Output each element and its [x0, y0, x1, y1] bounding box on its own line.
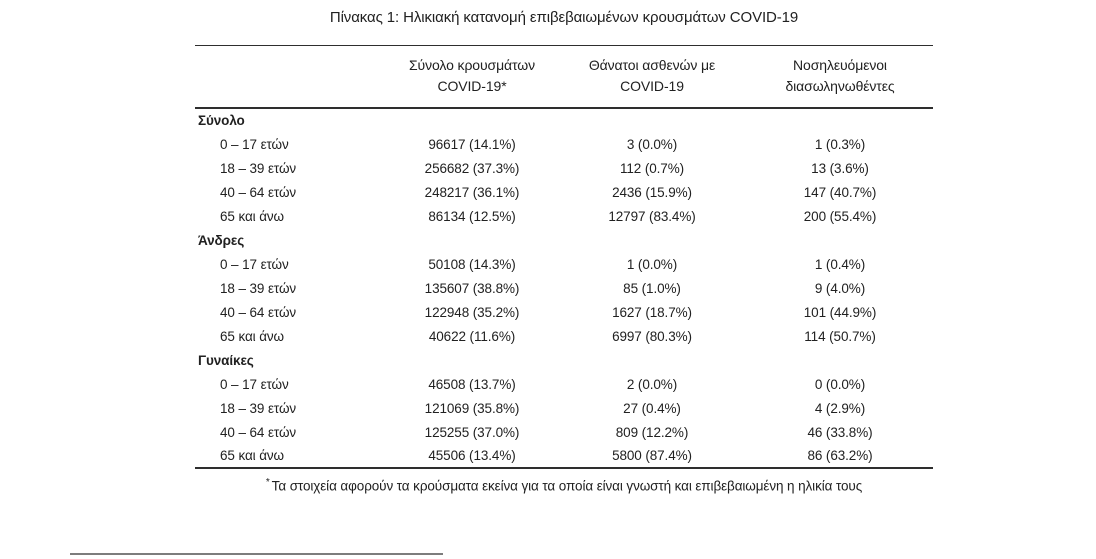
- col-header-intubated-line2: διασωληνωθέντες: [785, 78, 895, 94]
- col-header-cases: Σύνολο κρουσμάτων COVID-19*: [387, 45, 557, 109]
- age-group-cell: 0 – 17 ετών: [220, 256, 289, 272]
- deaths-cell: 5800 (87.4%): [557, 444, 747, 469]
- cases-cell: 96617 (14.1%): [428, 136, 516, 152]
- col-header-deaths-line2: COVID-19: [620, 78, 684, 94]
- section-row-women: Γυναίκες: [195, 348, 933, 372]
- col-header-deaths-line1: Θάνατοι ασθενών με: [588, 57, 716, 73]
- table-title: Πίνακας 1: Ηλικιακή κατανομή επιβεβαιωμέ…: [329, 9, 799, 26]
- section-label-men: Άνδρες: [198, 232, 245, 248]
- cases-cell: 122948 (35.2%): [424, 304, 520, 320]
- footnote-marker: *: [265, 477, 270, 488]
- age-group-cell: 40 – 64 ετών: [220, 424, 297, 440]
- empty-cell: [557, 228, 747, 252]
- empty-cell: [387, 108, 557, 132]
- table-row: 0 – 17 ετών 46508 (13.7%) 2 (0.0%) 0 (0.…: [195, 372, 933, 396]
- age-group-cell: 65 και άνω: [195, 444, 387, 469]
- section-row-men: Άνδρες: [195, 228, 933, 252]
- intubated-cell: 147 (40.7%): [803, 184, 877, 200]
- cases-cell: 50108 (14.3%): [428, 256, 516, 272]
- cases-cell: 135607 (38.8%): [424, 280, 520, 296]
- intubated-cell: 13 (3.6%): [811, 160, 869, 176]
- table-row: 40 – 64 ετών 122948 (35.2%) 1627 (18.7%)…: [195, 300, 933, 324]
- section-label-total: Σύνολο: [198, 113, 245, 128]
- intubated-cell: 114 (50.7%): [804, 328, 876, 344]
- col-header-cases-line1: Σύνολο κρουσμάτων: [408, 57, 536, 73]
- empty-cell: [747, 228, 933, 252]
- intubated-cell: 1 (0.4%): [814, 256, 866, 272]
- deaths-cell: 112 (0.7%): [619, 160, 685, 176]
- age-group-cell: 65 και άνω: [220, 208, 285, 224]
- intubated-cell: 9 (4.0%): [814, 280, 866, 296]
- cases-cell: 40622 (11.6%): [428, 328, 516, 344]
- intubated-cell: 86 (63.2%): [747, 444, 933, 469]
- deaths-cell: 12797 (83.4%): [608, 208, 696, 224]
- table-row: 18 – 39 ετών 121069 (35.8%) 27 (0.4%) 4 …: [195, 396, 933, 420]
- col-header-cases-line2: COVID-19*: [437, 78, 507, 94]
- deaths-cell: 809 (12.2%): [615, 424, 689, 440]
- deaths-cell: 2 (0.0%): [626, 376, 678, 392]
- deaths-cell: 27 (0.4%): [623, 400, 681, 416]
- age-group-cell: 0 – 17 ετών: [220, 376, 289, 392]
- footnote-separator-line: [70, 553, 443, 555]
- age-group-cell: 0 – 17 ετών: [220, 136, 289, 152]
- empty-cell: [557, 348, 747, 372]
- empty-cell: [557, 108, 747, 132]
- cases-cell: 248217 (36.1%): [424, 184, 520, 200]
- empty-cell: [747, 348, 933, 372]
- section-row-total: Σύνολο: [195, 108, 933, 132]
- cases-cell: 256682 (37.3%): [424, 160, 520, 176]
- covid-age-distribution-table: Σύνολο κρουσμάτων COVID-19* Θάνατοι ασθε…: [195, 45, 933, 469]
- cases-cell: 121069 (35.8%): [424, 400, 520, 416]
- deaths-cell: 6997 (80.3%): [612, 328, 692, 344]
- col-header-deaths: Θάνατοι ασθενών με COVID-19: [557, 45, 747, 109]
- table-footnote: * Τα στοιχεία αφορούν τα κρούσματα εκείνα…: [195, 477, 933, 494]
- age-group-cell: 65 και άνω: [220, 328, 285, 344]
- empty-header-cell: [195, 45, 387, 109]
- table-row: 65 και άνω 40622 (11.6%) 6997 (80.3%) 11…: [195, 324, 933, 348]
- table-row: 65 και άνω 45506 (13.4%) 5800 (87.4%) 86…: [195, 444, 933, 469]
- cases-cell: 46508 (13.7%): [428, 376, 516, 392]
- intubated-cell: 46 (33.8%): [807, 424, 873, 440]
- section-label-women: Γυναίκες: [198, 352, 254, 368]
- age-group-cell: 18 – 39 ετών: [220, 400, 297, 416]
- intubated-cell: 101 (44.9%): [803, 304, 877, 320]
- cases-cell: 125255 (37.0%): [424, 424, 520, 440]
- deaths-cell: 3 (0.0%): [626, 136, 678, 152]
- empty-cell: [747, 108, 933, 132]
- deaths-cell: 2436 (15.9%): [612, 184, 692, 200]
- table-row: 18 – 39 ετών 256682 (37.3%) 112 (0.7%) 1…: [195, 156, 933, 180]
- header-row: Σύνολο κρουσμάτων COVID-19* Θάνατοι ασθε…: [195, 45, 933, 109]
- table-row: 0 – 17 ετών 50108 (14.3%) 1 (0.0%) 1 (0.…: [195, 252, 933, 276]
- intubated-cell: 4 (2.9%): [814, 400, 866, 416]
- deaths-cell: 1627 (18.7%): [612, 304, 692, 320]
- age-group-cell: 18 – 39 ετών: [220, 280, 297, 296]
- age-group-cell: 18 – 39 ετών: [220, 160, 297, 176]
- intubated-cell: 200 (55.4%): [803, 208, 877, 224]
- table-row: 40 – 64 ετών 248217 (36.1%) 2436 (15.9%)…: [195, 180, 933, 204]
- age-group-cell: 40 – 64 ετών: [220, 184, 297, 200]
- deaths-cell: 85 (1.0%): [623, 280, 681, 296]
- intubated-cell: 1 (0.3%): [814, 136, 866, 152]
- empty-cell: [387, 348, 557, 372]
- table-row: 65 και άνω 86134 (12.5%) 12797 (83.4%) 2…: [195, 204, 933, 228]
- table-row: 40 – 64 ετών 125255 (37.0%) 809 (12.2%) …: [195, 420, 933, 444]
- intubated-cell: 0 (0.0%): [814, 376, 866, 392]
- cases-cell: 45506 (13.4%): [387, 444, 557, 469]
- cases-cell: 86134 (12.5%): [428, 208, 516, 224]
- table-row: 18 – 39 ετών 135607 (38.8%) 85 (1.0%) 9 …: [195, 276, 933, 300]
- empty-cell: [387, 228, 557, 252]
- deaths-cell: 1 (0.0%): [626, 256, 678, 272]
- col-header-intubated: Νοσηλευόμενοι διασωληνωθέντες: [747, 45, 933, 109]
- col-header-intubated-line1: Νοσηλευόμενοι: [793, 57, 887, 73]
- age-group-cell: 40 – 64 ετών: [220, 304, 297, 320]
- table-row: 0 – 17 ετών 96617 (14.1%) 3 (0.0%) 1 (0.…: [195, 132, 933, 156]
- footnote-text: Τα στοιχεία αφορούν τα κρούσματα εκείνα …: [271, 478, 863, 494]
